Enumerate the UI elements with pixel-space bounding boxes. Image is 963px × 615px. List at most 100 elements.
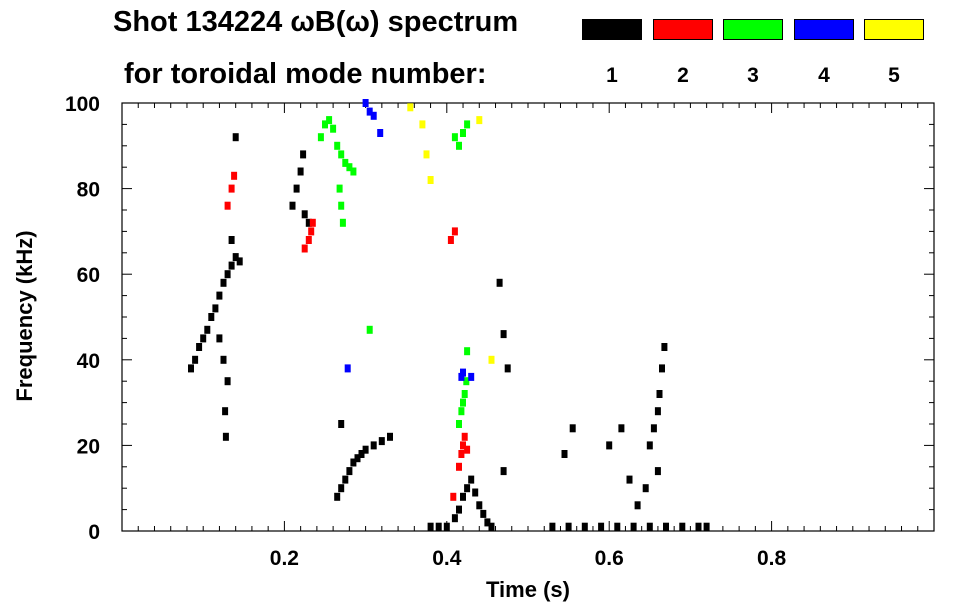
spectrum-point-mode-3: [460, 398, 466, 407]
spectrum-point-mode-1: [500, 467, 507, 476]
spectrum-point-mode-2: [231, 171, 238, 180]
spectrum-point-mode-1: [228, 236, 235, 244]
spectrum-point-mode-1: [358, 450, 365, 458]
spectrum-point-mode-2: [451, 227, 458, 236]
legend-label-mode-2: 2: [677, 64, 689, 87]
spectrum-point-mode-3: [463, 377, 470, 386]
spectrum-point-mode-3: [464, 120, 471, 129]
spectrum-point-mode-1: [626, 475, 633, 484]
spectrum-point-mode-1: [216, 334, 223, 343]
spectrum-point-mode-4: [366, 107, 373, 116]
spectrum-point-mode-1: [695, 522, 702, 531]
spectrum-point-mode-3: [456, 420, 462, 428]
spectrum-point-mode-1: [614, 522, 621, 531]
spectrum-point-mode-1: [338, 420, 345, 428]
spectrum-point-mode-2: [228, 184, 235, 193]
spectrum-point-mode-3: [451, 133, 458, 142]
x-tick-label: 0.6: [595, 547, 624, 570]
legend-label-mode-4: 4: [818, 64, 830, 87]
spectrum-point-mode-1: [305, 218, 312, 227]
spectrum-point-mode-1: [334, 492, 341, 501]
spectrum-point-mode-3: [461, 390, 468, 398]
spectrum-point-mode-3: [336, 184, 343, 193]
spectrum-point-mode-1: [468, 475, 475, 484]
spectrum-marks: [188, 99, 710, 531]
spectrum-point-mode-5: [423, 150, 430, 159]
spectrum-point-mode-1: [435, 522, 442, 531]
legend-swatch-mode-2: [653, 19, 713, 40]
spectrum-point-mode-1: [220, 278, 227, 287]
spectrum-point-mode-4: [362, 99, 369, 107]
spectrum-point-mode-1: [370, 441, 377, 450]
spectrum-point-mode-1: [679, 522, 686, 531]
spectrum-point-mode-1: [634, 501, 641, 510]
spectrum-point-mode-1: [216, 291, 223, 300]
chart-subtitle: for toroidal mode number:: [124, 58, 487, 90]
y-axis-label: Frequency (kHz): [12, 230, 37, 401]
spectrum-point-mode-1: [378, 437, 385, 446]
spectrum-point-mode-2: [450, 492, 457, 501]
spectrum-point-mode-3: [338, 150, 345, 159]
spectrum-point-mode-1: [232, 253, 239, 262]
spectrum-point-mode-1: [387, 432, 393, 441]
axis-ticks: [122, 102, 934, 532]
spectrum-point-mode-3: [350, 167, 357, 176]
spectrum-point-mode-1: [354, 454, 361, 463]
spectrum-point-mode-1: [569, 424, 576, 433]
spectrum-point-mode-3: [456, 141, 462, 150]
spectrum-point-mode-1: [192, 355, 199, 364]
spectrum-point-mode-1: [504, 364, 511, 373]
axis-tick-labels: 0.2 0.4 0.6 0.8 0 20 40 60 80 100: [65, 93, 787, 570]
spectrum-point-mode-1: [656, 390, 663, 398]
spectrum-point-mode-1: [297, 167, 304, 176]
spectrum-point-mode-1: [188, 364, 194, 373]
spectrum-point-mode-1: [659, 364, 665, 373]
spectrum-point-mode-4: [458, 372, 465, 381]
y-tick-label: 20: [77, 435, 100, 458]
spectrum-point-mode-5: [427, 176, 434, 184]
spectrum-point-mode-1: [443, 522, 450, 531]
spectrum-point-mode-1: [456, 505, 462, 514]
y-tick-label: 80: [77, 179, 100, 202]
spectrum-point-mode-1: [224, 377, 231, 386]
spectrum-point-mode-3: [334, 141, 341, 150]
spectrum-point-mode-1: [598, 522, 605, 531]
spectrum-point-mode-1: [232, 133, 239, 142]
spectrum-point-mode-1: [663, 522, 669, 531]
spectrum-point-mode-4: [468, 372, 475, 381]
spectrum-point-mode-1: [451, 514, 458, 523]
spectrum-point-mode-1: [208, 313, 215, 321]
spectrum-point-mode-1: [204, 325, 211, 334]
y-tick-label: 100: [65, 93, 100, 116]
spectrum-point-mode-2: [301, 244, 308, 253]
spectrum-point-mode-3: [342, 158, 349, 167]
spectrum-point-mode-1: [342, 475, 349, 484]
y-tick-label: 60: [77, 264, 100, 287]
legend-swatch-mode-5: [864, 19, 924, 40]
spectrum-point-mode-2: [308, 227, 315, 236]
spectrum-point-mode-1: [228, 261, 235, 270]
legend-label-mode-3: 3: [747, 64, 759, 87]
plot-frame: [121, 102, 935, 532]
y-tick-label: 40: [77, 350, 100, 373]
spectrum-point-mode-2: [224, 201, 231, 210]
spectrum-point-mode-3: [322, 120, 328, 129]
spectrum-point-mode-4: [344, 364, 351, 373]
spectrum-point-mode-2: [464, 445, 471, 454]
spectrum-point-mode-3: [326, 116, 333, 125]
spectrum-point-mode-3: [330, 124, 337, 133]
spectrum-point-mode-1: [464, 484, 471, 493]
spectrum-point-mode-1: [565, 522, 572, 531]
spectrum-point-mode-1: [654, 467, 661, 476]
spectrum-point-mode-3: [458, 407, 465, 416]
spectrum-point-mode-1: [703, 522, 710, 531]
x-tick-label: 0.4: [432, 547, 462, 570]
legend-swatch-mode-4: [794, 19, 854, 40]
chart-title: Shot 134224 ωB(ω) spectrum: [113, 6, 519, 38]
spectrum-point-mode-1: [650, 424, 657, 433]
spectrum-point-mode-1: [196, 343, 203, 351]
spectrum-point-mode-1: [476, 501, 483, 510]
x-tick-label: 0.2: [270, 547, 299, 570]
spectrum-point-mode-5: [407, 103, 414, 112]
legend-label-mode-1: 1: [606, 64, 618, 87]
